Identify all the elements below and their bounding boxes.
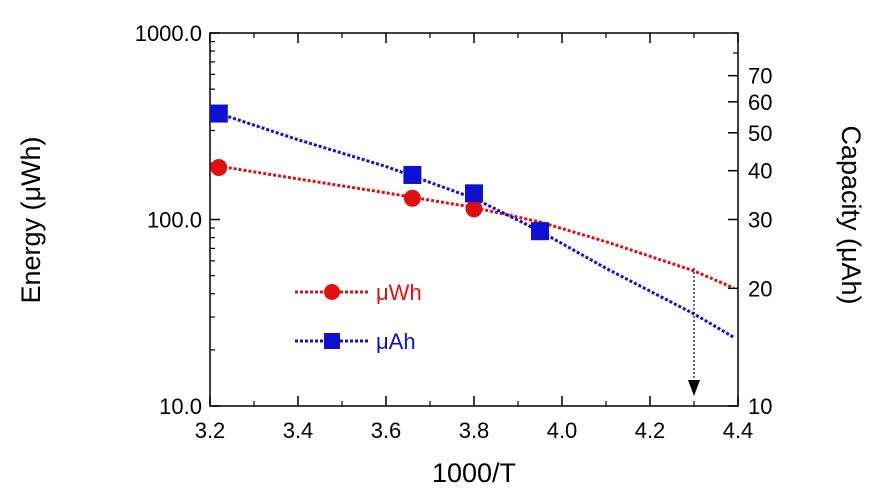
x-axis-title: 1000/T [432, 458, 516, 488]
y-right-tick-label: 20 [748, 276, 772, 301]
y-right-tick-label: 30 [748, 208, 772, 233]
fit-lines [218, 112, 735, 339]
legend-label-uwh: μWh [376, 280, 422, 305]
data-point-uah [531, 222, 549, 241]
x-tick-label: 3.4 [283, 418, 314, 443]
left-y-axis-ticks: 10.0 100.0 1000.0 [135, 21, 220, 419]
data-point-uwh [403, 189, 421, 207]
legend-marker-uwh [324, 284, 340, 300]
x-tick-label: 3.6 [371, 418, 402, 443]
data-point-uwh [210, 159, 228, 177]
y-right-tick-label: 40 [748, 159, 772, 184]
legend: μWh μAh [295, 280, 422, 354]
y-left-tick-label: 100.0 [147, 208, 202, 233]
fit-line-uah [218, 112, 735, 339]
x-tick-label: 4.2 [635, 418, 666, 443]
plot-frame [209, 32, 739, 407]
x-tick-label: 3.8 [459, 418, 490, 443]
right-y-axis-title: Capacity (μAh) [836, 125, 866, 304]
data-point-uwh [465, 200, 483, 218]
x-axis-ticks: 3.2 3.4 3.6 3.8 4.0 4.2 4.4 [195, 33, 754, 443]
legend-marker-uah [324, 333, 340, 349]
y-left-tick-label: 1000.0 [135, 21, 202, 46]
x-tick-label: 4.0 [547, 418, 578, 443]
x-tick-label: 4.4 [723, 418, 754, 443]
data-point-uah [403, 165, 422, 184]
y-right-tick-label: 60 [748, 90, 772, 115]
data-point-uah [209, 104, 228, 123]
legend-label-uah: μAh [376, 329, 416, 354]
left-y-axis-title: Energy (μWh) [16, 136, 46, 303]
data-markers [209, 104, 549, 241]
x-tick-label: 3.2 [195, 418, 226, 443]
data-point-uah [465, 184, 483, 203]
y-right-tick-label: 50 [748, 121, 772, 146]
y-right-tick-label: 10 [748, 394, 772, 419]
y-left-tick-label: 10.0 [159, 394, 202, 419]
y-right-tick-label: 70 [748, 64, 772, 89]
